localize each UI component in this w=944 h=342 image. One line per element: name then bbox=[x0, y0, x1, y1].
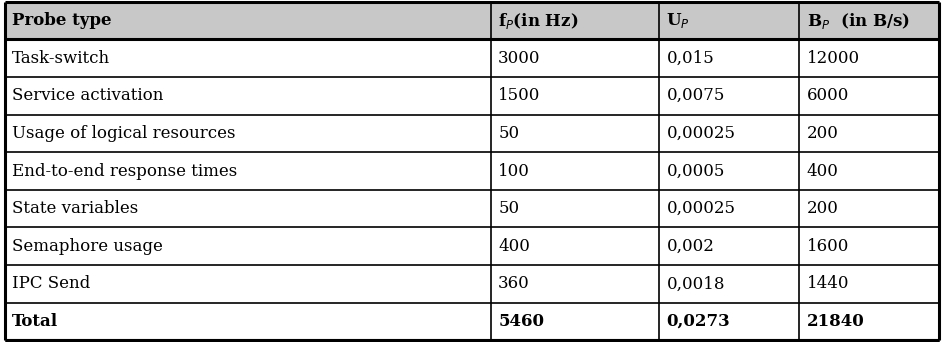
Text: IPC Send: IPC Send bbox=[12, 275, 91, 292]
Bar bbox=[5, 152, 491, 190]
Text: 200: 200 bbox=[806, 200, 838, 217]
Text: 1600: 1600 bbox=[806, 238, 849, 255]
Text: B$_P$  (in B/s): B$_P$ (in B/s) bbox=[806, 11, 910, 30]
Bar bbox=[491, 115, 659, 152]
Text: 1440: 1440 bbox=[806, 275, 850, 292]
Bar bbox=[659, 115, 799, 152]
Bar bbox=[5, 115, 491, 152]
Text: Task-switch: Task-switch bbox=[12, 50, 110, 67]
Bar bbox=[491, 303, 659, 340]
Text: Probe type: Probe type bbox=[12, 12, 111, 29]
Text: Total: Total bbox=[12, 313, 59, 330]
Bar bbox=[799, 190, 939, 227]
Bar bbox=[799, 77, 939, 115]
Text: 3000: 3000 bbox=[498, 50, 541, 67]
Text: 100: 100 bbox=[498, 162, 531, 180]
Text: 0,0075: 0,0075 bbox=[666, 87, 725, 104]
Text: f$_P$(in Hz): f$_P$(in Hz) bbox=[498, 11, 579, 30]
Bar bbox=[799, 2, 939, 39]
Bar bbox=[491, 190, 659, 227]
Bar bbox=[659, 39, 799, 77]
Text: 50: 50 bbox=[498, 200, 519, 217]
Bar bbox=[5, 190, 491, 227]
Bar bbox=[659, 265, 799, 303]
Bar bbox=[5, 77, 491, 115]
Bar bbox=[799, 115, 939, 152]
Bar bbox=[799, 152, 939, 190]
Bar bbox=[5, 227, 491, 265]
Bar bbox=[659, 227, 799, 265]
Bar bbox=[491, 265, 659, 303]
Text: 200: 200 bbox=[806, 125, 838, 142]
Bar bbox=[5, 2, 491, 39]
Text: State variables: State variables bbox=[12, 200, 139, 217]
Text: 12000: 12000 bbox=[806, 50, 860, 67]
Text: 21840: 21840 bbox=[806, 313, 865, 330]
Bar bbox=[799, 227, 939, 265]
Bar bbox=[659, 2, 799, 39]
Bar bbox=[5, 39, 491, 77]
Bar bbox=[659, 303, 799, 340]
Text: 5460: 5460 bbox=[498, 313, 545, 330]
Text: 0,0273: 0,0273 bbox=[666, 313, 731, 330]
Text: 50: 50 bbox=[498, 125, 519, 142]
Bar bbox=[799, 39, 939, 77]
Text: Usage of logical resources: Usage of logical resources bbox=[12, 125, 236, 142]
Bar bbox=[491, 39, 659, 77]
Text: U$_P$: U$_P$ bbox=[666, 11, 690, 30]
Text: Semaphore usage: Semaphore usage bbox=[12, 238, 163, 255]
Bar bbox=[491, 2, 659, 39]
Text: Service activation: Service activation bbox=[12, 87, 163, 104]
Text: 0,015: 0,015 bbox=[666, 50, 715, 67]
Bar bbox=[799, 303, 939, 340]
Text: 0,00025: 0,00025 bbox=[666, 200, 735, 217]
Text: End-to-end response times: End-to-end response times bbox=[12, 162, 238, 180]
Text: 0,002: 0,002 bbox=[666, 238, 715, 255]
Bar bbox=[491, 152, 659, 190]
Text: 0,00025: 0,00025 bbox=[666, 125, 735, 142]
Text: 0,0018: 0,0018 bbox=[666, 275, 725, 292]
Bar bbox=[659, 77, 799, 115]
Bar bbox=[491, 77, 659, 115]
Bar bbox=[799, 265, 939, 303]
Bar bbox=[491, 227, 659, 265]
Bar bbox=[659, 190, 799, 227]
Bar bbox=[659, 152, 799, 190]
Text: 360: 360 bbox=[498, 275, 530, 292]
Text: 0,0005: 0,0005 bbox=[666, 162, 725, 180]
Bar bbox=[5, 303, 491, 340]
Bar bbox=[5, 265, 491, 303]
Text: 6000: 6000 bbox=[806, 87, 849, 104]
Text: 400: 400 bbox=[806, 162, 838, 180]
Text: 1500: 1500 bbox=[498, 87, 541, 104]
Text: 400: 400 bbox=[498, 238, 531, 255]
